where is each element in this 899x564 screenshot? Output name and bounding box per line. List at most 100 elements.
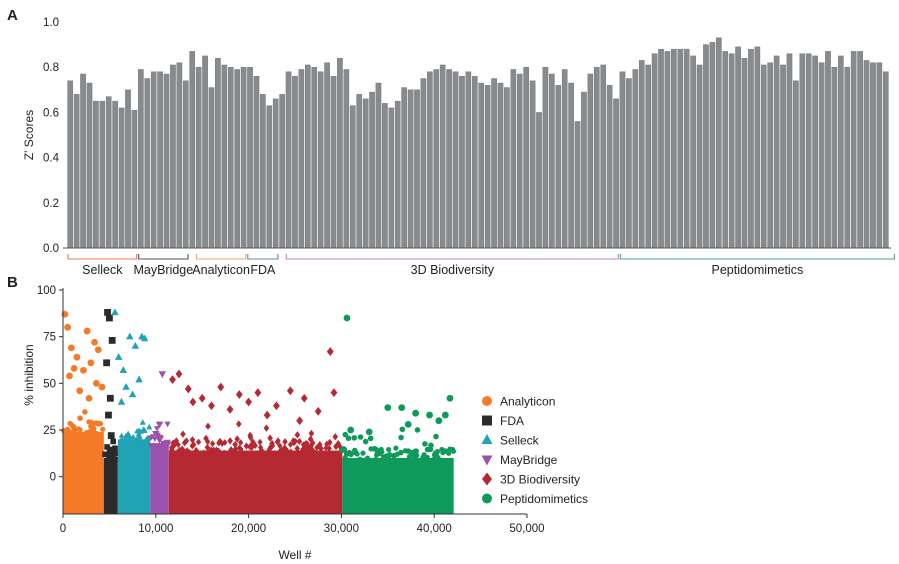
outlier-point [61,310,69,318]
legend-marker-5 [482,493,492,504]
bar-121 [844,66,851,249]
outlier-point [87,359,95,367]
bar-53 [407,89,414,249]
bar-56 [427,71,433,249]
outlier-point [152,431,160,438]
outlier-point [85,394,93,402]
library-label-0: Selleck [82,263,123,277]
bar-40 [324,62,330,249]
bar-38 [311,66,318,249]
panel-b-scatter-points [61,308,457,514]
bar-110 [773,55,780,249]
outlier-point [300,393,308,403]
point [288,448,294,456]
point [61,427,67,434]
point [277,442,283,450]
panel-a-library-brackets: Selleck MayBridge Analyticon FDA 3D Biodiver… [67,254,895,277]
legend-label-0: Analyticon [500,395,555,409]
bar-26 [234,69,240,249]
point [351,447,358,454]
point [332,433,339,441]
bar-29 [253,76,260,249]
point [82,409,88,415]
point [305,446,312,454]
point [139,419,146,425]
point [318,444,324,453]
outlier-point [245,397,252,407]
point [447,446,453,452]
point [258,446,265,455]
panel-b-y-tick-label: 25 [43,425,56,437]
bar-39 [317,71,324,249]
point [296,437,303,446]
point-band [150,443,169,514]
point [243,442,250,450]
bar-113 [793,80,799,249]
point [372,446,378,452]
bar-50 [388,107,395,249]
point-band [117,439,151,514]
outlier-point [128,390,137,398]
outlier-point [398,404,406,411]
bar-84 [606,85,613,249]
point [342,431,349,438]
series-analyticon [61,310,106,514]
bar-6 [105,96,112,249]
bar-71 [523,66,529,249]
point [109,459,115,465]
point [399,426,406,433]
bar-109 [767,62,774,249]
panel-b-x-tick-label: 40,000 [417,523,452,535]
outlier-point [64,323,72,331]
point [189,436,196,444]
point [298,447,305,455]
bar-35 [292,76,298,249]
point [88,419,95,426]
outlier-point [263,410,271,420]
point [236,444,242,452]
bar-25 [227,66,234,249]
outlier-point [70,365,78,372]
panel-a-y-tick-label: 0.6 [43,107,59,119]
point [184,447,190,454]
legend-label-3: MayBridge [500,453,558,467]
point [164,439,171,446]
point [204,443,211,452]
bar-62 [465,71,472,249]
library-label-1: MayBridge [133,263,193,277]
panel-b-y-axis-title: % inhibition [22,344,36,405]
bar-102 [722,51,729,249]
series-fda [102,309,120,514]
bar-2 [80,73,86,249]
point [77,415,83,422]
point [227,437,233,445]
point [90,425,97,432]
point [122,435,129,441]
bar-90 [645,64,651,249]
point [386,446,392,453]
bar-61 [459,76,465,249]
bar-7 [112,100,118,249]
bar-45 [356,94,363,249]
series-peptidomimetics [339,314,457,514]
point [75,426,81,432]
point-band [342,458,454,514]
point [291,439,297,447]
outlier-point [114,353,123,360]
point [257,438,263,446]
bar-5 [99,100,106,249]
outlier-point [126,332,134,340]
point [87,429,94,435]
point [153,426,161,432]
bar-16 [170,64,176,249]
point [339,447,346,453]
outlier-point [94,346,102,354]
bar-83 [600,64,607,249]
point [386,451,393,458]
point [193,446,199,455]
series-selleck [111,308,153,514]
point [181,439,188,447]
bar-37 [305,64,311,249]
bar-36 [298,69,305,249]
bar-14 [157,71,163,249]
